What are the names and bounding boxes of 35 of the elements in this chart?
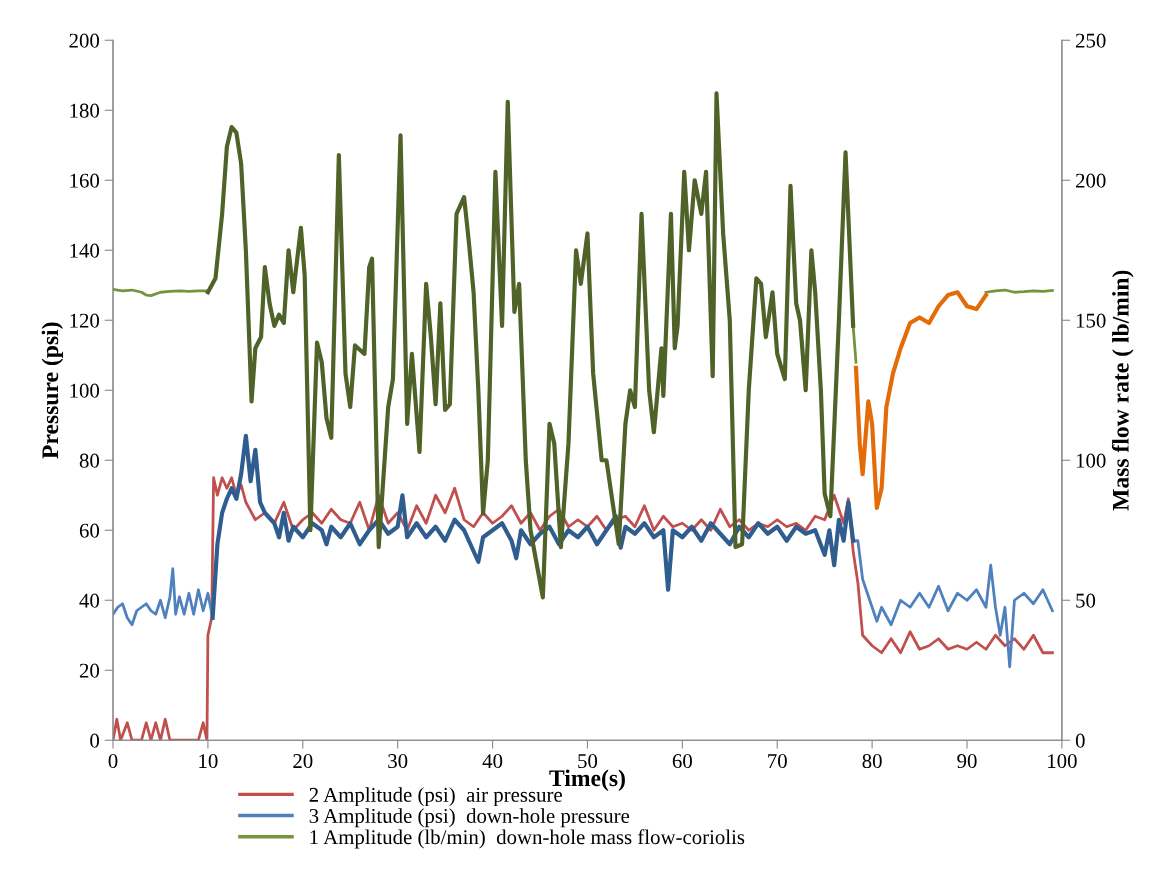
y-tick-label: 40 bbox=[79, 593, 100, 608]
x-tick-label: 40 bbox=[482, 754, 503, 769]
y2-tick-label: 150 bbox=[1076, 313, 1106, 328]
y-tick-label: 200 bbox=[69, 33, 100, 48]
line-series bbox=[205, 91, 856, 600]
y2-tick-label: 100 bbox=[1076, 453, 1106, 468]
legend-label: 1 Amplitude (lb/min) down-hole mass flow-coriolis bbox=[310, 829, 745, 849]
y2-axis-title: Mass flow rate ( lb/min) bbox=[1111, 270, 1134, 511]
y-tick-label: 0 bbox=[90, 733, 100, 748]
x-tick-label: 100 bbox=[1048, 754, 1077, 769]
line-series bbox=[210, 433, 856, 620]
y2-tick-label: 200 bbox=[1076, 173, 1106, 188]
x-tick-label: 30 bbox=[388, 754, 408, 769]
y-tick-label: 120 bbox=[70, 313, 100, 328]
y2-tick-label: 250 bbox=[1076, 33, 1106, 48]
y-tick-label: 20 bbox=[79, 663, 100, 678]
y-tick-label: 100 bbox=[70, 383, 100, 398]
line-series bbox=[853, 290, 989, 510]
y-tick-label: 180 bbox=[70, 103, 100, 118]
x-tick-label: 90 bbox=[957, 754, 977, 769]
y-axis-title: Pressure (psi) bbox=[41, 322, 64, 459]
x-tick-label: 50 bbox=[578, 754, 598, 769]
x-tick-label: 10 bbox=[199, 754, 218, 769]
y2-tick-label: 0 bbox=[1075, 733, 1085, 748]
x-tick-label: 60 bbox=[672, 754, 692, 769]
y2-tick-label: 50 bbox=[1076, 593, 1096, 608]
y-tick-label: 80 bbox=[79, 453, 100, 468]
y-tick-label: 140 bbox=[70, 243, 100, 258]
y-tick-label: 160 bbox=[70, 173, 100, 188]
x-tick-label: 70 bbox=[768, 754, 787, 769]
x-tick-label: 0 bbox=[108, 754, 118, 769]
x-tick-label: 20 bbox=[293, 754, 313, 769]
y-tick-label: 60 bbox=[79, 523, 100, 538]
legend-label: 3 Amplitude (psi) down-hole pressure bbox=[309, 808, 630, 828]
x-tick-label: 80 bbox=[862, 754, 882, 769]
